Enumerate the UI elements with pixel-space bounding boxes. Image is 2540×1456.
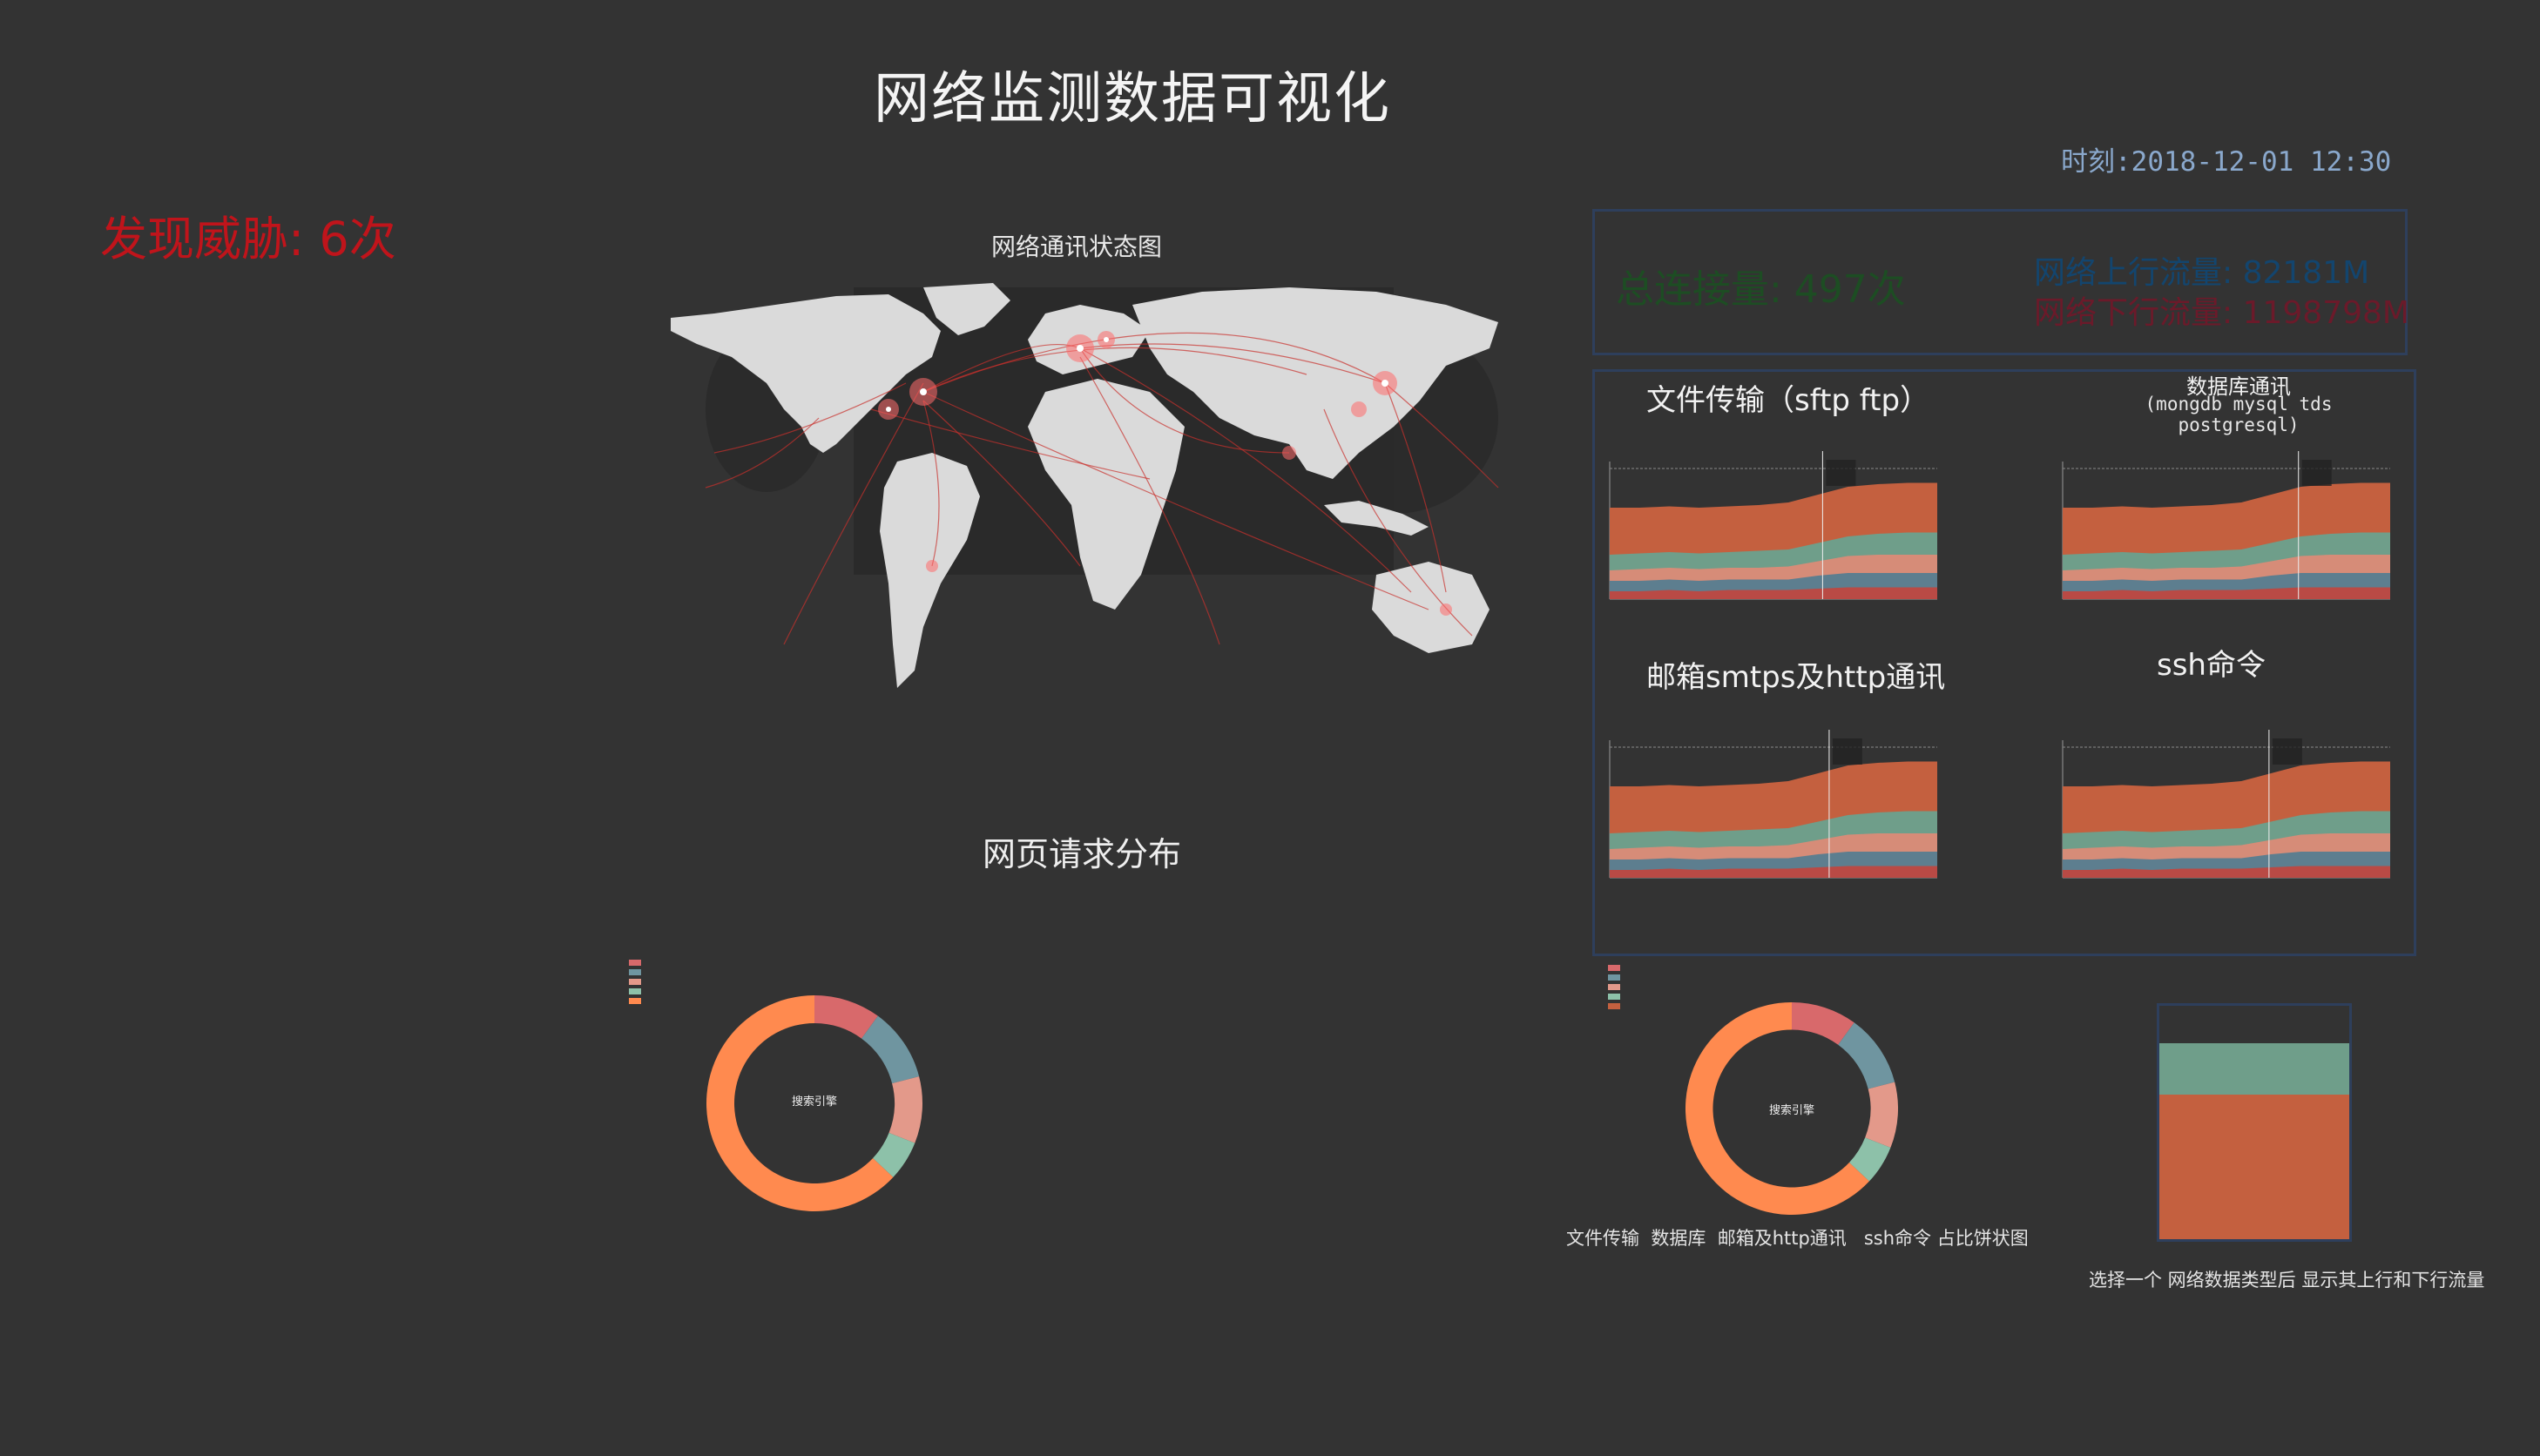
connection-lines xyxy=(705,332,1499,645)
world-map[interactable] xyxy=(662,279,1507,714)
traffic-charts-panel xyxy=(1592,369,2416,956)
asia xyxy=(1132,287,1498,479)
total-connections: 总连接量: 497次 xyxy=(1616,267,1906,312)
donut-slice xyxy=(873,1132,915,1177)
tooltip xyxy=(1826,460,1856,486)
chart-title-file-transfer: 文件传输（sftp ftp） xyxy=(1646,383,1930,418)
donut-slice xyxy=(1848,1137,1891,1182)
database-area-chart[interactable] xyxy=(2052,425,2401,613)
area-layer xyxy=(1610,866,1937,878)
pie-center-label: 搜索引擎 xyxy=(1768,1104,1814,1117)
donut-slice xyxy=(1838,1022,1895,1089)
area-layer xyxy=(1610,587,1937,599)
downstream-traffic: 网络下行流量: 1198798M xyxy=(2034,295,2409,331)
indonesia xyxy=(1324,501,1429,536)
timestamp: 时刻:2018-12-01 12:30 xyxy=(2061,146,2392,178)
mail-http-area-chart[interactable] xyxy=(1599,704,1948,892)
australia xyxy=(1372,562,1490,653)
pie-caption: 文件传输 数据库 邮箱及http通讯 ssh命令 占比饼状图 xyxy=(1566,1228,2029,1249)
ssh-area-chart[interactable] xyxy=(2052,704,2401,892)
donut-slice xyxy=(888,1076,922,1143)
donut-legend xyxy=(629,958,645,1006)
donut-slice xyxy=(861,1015,920,1084)
web-requests-donut[interactable] xyxy=(706,994,923,1212)
donut-slice xyxy=(814,995,878,1039)
flow-bar-empty xyxy=(2159,1006,2349,1043)
chart-title-database: 数据库通讯 xyxy=(2186,374,2291,399)
upstream-traffic: 网络上行流量: 82181M xyxy=(2034,255,2370,291)
donut-slice xyxy=(706,995,894,1211)
page-title: 网络监测数据可视化 xyxy=(874,67,1391,131)
flow-bar-upstream xyxy=(2159,1042,2349,1095)
tooltip xyxy=(1832,738,1862,765)
flow-bar[interactable] xyxy=(2157,1003,2352,1242)
chart-title-ssh: ssh命令 xyxy=(2157,648,2266,683)
chart-title-mail-http: 邮箱smtps及http通讯 xyxy=(1646,660,1946,695)
flow-bar-downstream xyxy=(2159,1094,2349,1239)
chart-subtitle-database: (mongdb mysql tds postgresql) xyxy=(2145,394,2333,435)
threat-count: 发现威胁: 6次 xyxy=(100,212,396,266)
file-transfer-area-chart[interactable] xyxy=(1599,425,1948,613)
donut-center-label: 搜索引擎 xyxy=(791,1095,837,1109)
web-requests-title: 网页请求分布 xyxy=(983,835,1182,873)
category-share-donut[interactable] xyxy=(1685,1001,1899,1216)
donut-slice xyxy=(1792,1001,1854,1045)
africa xyxy=(1028,379,1185,610)
area-layer xyxy=(2063,587,2390,599)
continents xyxy=(671,283,1498,688)
map-title: 网络通讯状态图 xyxy=(991,233,1163,261)
stats-panel xyxy=(1592,209,2408,355)
area-layer xyxy=(2063,866,2390,878)
traffic-nodes xyxy=(886,337,1388,412)
pie-legend xyxy=(1608,963,1624,1011)
flow-caption: 选择一个 网络数据类型后 显示其上行和下行流量 xyxy=(2089,1270,2485,1291)
donut-slice xyxy=(1685,1001,1869,1216)
tooltip xyxy=(2272,738,2302,765)
greenland xyxy=(923,283,1010,335)
north-america xyxy=(671,294,941,453)
tooltip xyxy=(2301,460,2332,486)
donut-slice xyxy=(1865,1082,1899,1148)
